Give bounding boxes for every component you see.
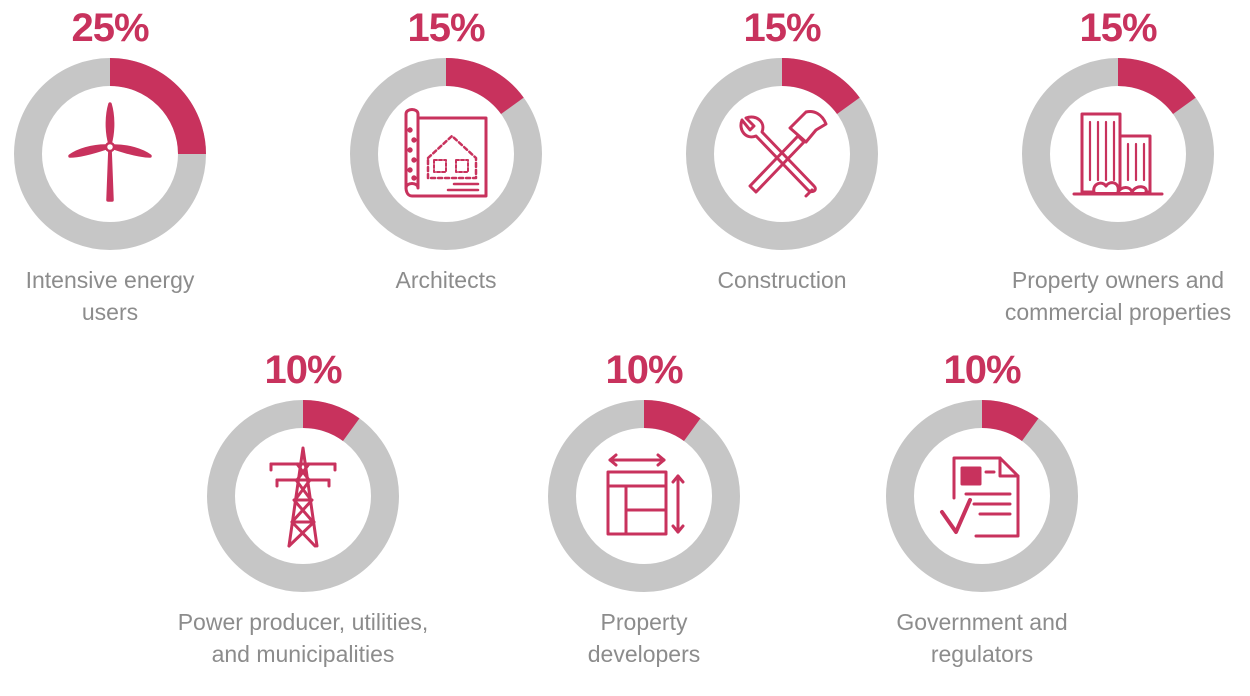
category-label: Power producer, utilities, and municipal…: [153, 606, 453, 670]
percent-label: 15%: [743, 6, 821, 50]
label-line: Power producer, utilities,: [177, 609, 429, 635]
percent-label: 15%: [407, 6, 485, 50]
category-label: Architects: [296, 264, 596, 296]
floor-plan-icon: [590, 442, 698, 550]
percent-label: 15%: [1079, 6, 1157, 50]
segment-architects: 15% Architects: [296, 0, 596, 330]
category-label: Intensive energy users: [0, 264, 260, 328]
power-tower-icon: [249, 442, 357, 550]
donut-slice: [1022, 58, 1214, 250]
donut-chart: [886, 400, 1078, 592]
donut-chart: [1022, 58, 1214, 250]
wind-turbine-icon: [56, 100, 164, 208]
label-line: Construction: [717, 267, 847, 293]
donut-slice: [14, 58, 206, 250]
label-line: Architects: [395, 267, 497, 293]
donut-slice: [886, 400, 1078, 592]
label-line: and municipalities: [211, 641, 395, 667]
segment-government-regulators: 10% Government and regulators: [832, 342, 1132, 672]
segment-property-developers: 10% Property developers: [494, 342, 794, 672]
category-label: Property owners and commercial propertie…: [968, 264, 1250, 328]
document-check-icon: [928, 442, 1036, 550]
label-line: commercial properties: [1004, 299, 1232, 325]
label-line: Property: [600, 609, 688, 635]
wrench-hammer-icon: [728, 100, 836, 208]
label-line: Intensive energy: [25, 267, 195, 293]
percent-label: 10%: [605, 348, 683, 392]
percent-label: 25%: [71, 6, 149, 50]
donut-chart: [207, 400, 399, 592]
percent-label: 10%: [943, 348, 1021, 392]
blueprint-icon: [392, 100, 500, 208]
label-line: regulators: [930, 641, 1034, 667]
percent-label: 10%: [264, 348, 342, 392]
segment-power-producer: 10% Power producer, utilities, and munic…: [153, 342, 453, 672]
category-label: Construction: [632, 264, 932, 296]
buildings-icon: [1064, 100, 1172, 208]
donut-slice: [207, 400, 399, 592]
donut-slice: [686, 58, 878, 250]
label-line: Property owners and: [1011, 267, 1225, 293]
segment-construction: 15% Construction: [632, 0, 932, 330]
donut-slice: [548, 400, 740, 592]
label-line: developers: [587, 641, 701, 667]
donut-slice: [350, 58, 542, 250]
label-line: users: [81, 299, 139, 325]
category-label: Property developers: [494, 606, 794, 670]
donut-chart: [14, 58, 206, 250]
segment-property-owners: 15% Property owners and commercial prope…: [968, 0, 1250, 330]
segment-intensive-energy-users: 25% Intensive energy users: [0, 0, 260, 330]
donut-chart: [548, 400, 740, 592]
label-line: Government and: [896, 609, 1068, 635]
donut-chart: [350, 58, 542, 250]
category-label: Government and regulators: [832, 606, 1132, 670]
donut-chart: [686, 58, 878, 250]
